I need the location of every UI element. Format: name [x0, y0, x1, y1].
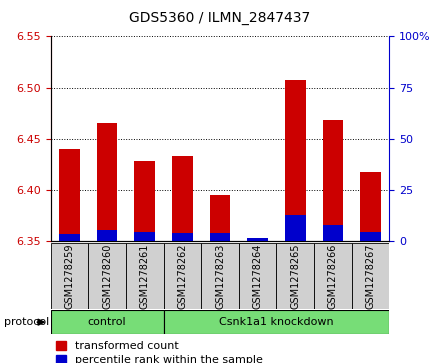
Bar: [172, 156, 193, 241]
Text: protocol: protocol: [4, 317, 50, 327]
Text: GSM1278263: GSM1278263: [215, 243, 225, 309]
Text: control: control: [88, 317, 126, 327]
Bar: [352, 243, 389, 309]
Text: GSM1278267: GSM1278267: [366, 243, 376, 309]
Text: GSM1278265: GSM1278265: [290, 243, 300, 309]
Legend: transformed count, percentile rank within the sample: transformed count, percentile rank withi…: [56, 341, 263, 363]
Bar: [164, 243, 201, 309]
Bar: [285, 80, 306, 241]
Bar: [276, 243, 314, 309]
Text: GSM1278264: GSM1278264: [253, 243, 263, 309]
Text: GSM1278260: GSM1278260: [102, 243, 112, 309]
Bar: [209, 233, 231, 241]
Bar: [314, 243, 352, 309]
Bar: [97, 230, 117, 241]
Bar: [285, 215, 306, 241]
Bar: [360, 232, 381, 241]
Bar: [59, 234, 80, 241]
Text: GSM1278266: GSM1278266: [328, 243, 338, 309]
Bar: [201, 243, 239, 309]
Bar: [59, 149, 80, 241]
Text: GDS5360 / ILMN_2847437: GDS5360 / ILMN_2847437: [129, 11, 311, 25]
Bar: [126, 243, 164, 309]
Bar: [209, 195, 231, 241]
Bar: [51, 310, 164, 334]
Bar: [134, 232, 155, 241]
Text: GSM1278262: GSM1278262: [177, 243, 187, 309]
Bar: [323, 225, 343, 241]
Bar: [97, 123, 117, 241]
Text: GSM1278261: GSM1278261: [140, 243, 150, 309]
Text: Csnk1a1 knockdown: Csnk1a1 knockdown: [219, 317, 334, 327]
Bar: [134, 162, 155, 241]
Bar: [88, 243, 126, 309]
Bar: [360, 172, 381, 241]
Bar: [323, 121, 343, 241]
Bar: [247, 238, 268, 241]
Bar: [164, 310, 389, 334]
Bar: [172, 233, 193, 241]
Bar: [51, 243, 88, 309]
Bar: [247, 239, 268, 241]
Text: GSM1278259: GSM1278259: [64, 243, 74, 309]
Bar: [239, 243, 276, 309]
